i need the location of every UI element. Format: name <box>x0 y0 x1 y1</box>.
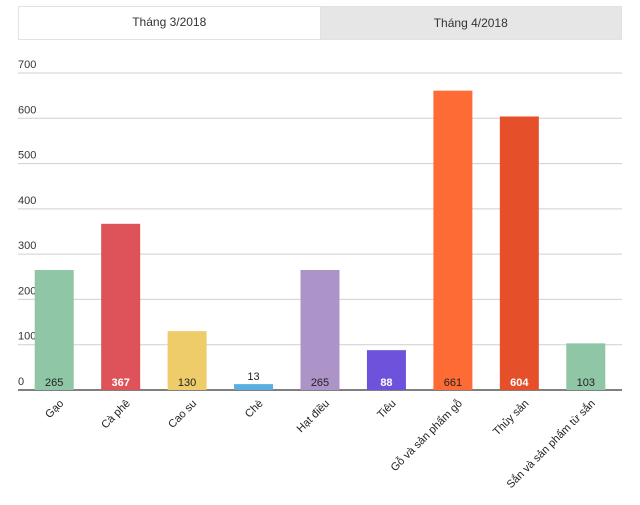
bar[interactable] <box>566 343 606 390</box>
bar[interactable] <box>366 350 406 390</box>
y-tick-label: 200 <box>18 285 36 297</box>
tab-march-2018[interactable]: Tháng 3/2018 <box>19 7 320 39</box>
x-tick-label: Cà phê <box>99 398 133 432</box>
y-tick-label: 0 <box>18 376 24 388</box>
bar[interactable] <box>234 384 274 390</box>
bar[interactable] <box>499 116 539 390</box>
y-axis-ticks: 0 100 200 300 400 500 600 700 <box>18 59 36 388</box>
data-label: 13 <box>247 371 259 383</box>
data-label: 103 <box>577 377 595 389</box>
y-tick-label: 700 <box>18 59 36 71</box>
tab-bar: Tháng 3/2018 Tháng 4/2018 <box>18 6 622 40</box>
y-tick-label: 600 <box>18 104 36 116</box>
data-label: 661 <box>444 377 462 389</box>
bar[interactable] <box>300 269 340 390</box>
value-labels: 265 367 130 13 265 88 661 604 103 <box>45 371 595 389</box>
x-tick-label: Gạo <box>43 398 66 421</box>
data-label: 367 <box>111 377 129 389</box>
data-label: 265 <box>311 377 329 389</box>
bar[interactable] <box>34 269 74 390</box>
data-label: 604 <box>510 377 529 389</box>
data-label: 130 <box>178 377 196 389</box>
bar[interactable] <box>101 223 141 390</box>
data-label: 88 <box>380 377 392 389</box>
tab-april-2018[interactable]: Tháng 4/2018 <box>319 7 621 39</box>
x-tick-label: Tiêu <box>375 398 398 421</box>
bar[interactable] <box>433 90 473 390</box>
x-tick-label: Thủy sản <box>491 398 531 438</box>
data-label: 265 <box>45 377 63 389</box>
y-tick-label: 500 <box>18 150 36 162</box>
y-tick-label: 100 <box>18 331 36 343</box>
x-tick-label: Hạt điều <box>295 398 332 435</box>
x-tick-label: Gỗ và sản phẩm gỗ <box>388 397 465 474</box>
bar[interactable] <box>167 331 207 390</box>
bars <box>34 90 606 390</box>
y-tick-label: 400 <box>18 195 36 207</box>
y-tick-label: 300 <box>18 240 36 252</box>
x-tick-label: Cao su <box>166 398 199 431</box>
x-tick-label: Chè <box>243 398 266 421</box>
